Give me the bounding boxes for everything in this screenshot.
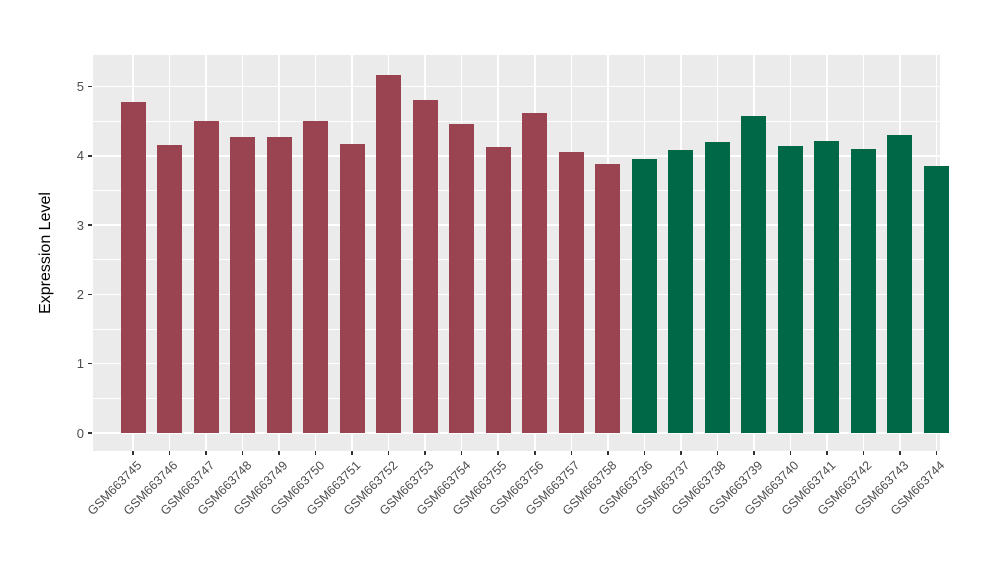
gridline-minor-y3.5 bbox=[93, 190, 940, 191]
bar-GSM663752 bbox=[376, 75, 402, 433]
gridline-minor-y4.5 bbox=[93, 120, 940, 122]
bar-GSM663756 bbox=[522, 112, 548, 433]
bar-GSM663743 bbox=[887, 135, 913, 433]
x-tick-mark-GSM663756 bbox=[534, 451, 536, 455]
gridline-major-y2 bbox=[93, 293, 940, 296]
x-tick-mark-GSM663741 bbox=[826, 451, 828, 455]
bar-GSM663757 bbox=[558, 151, 584, 433]
x-tick-mark-GSM663738 bbox=[716, 451, 719, 455]
bar-GSM663740 bbox=[777, 146, 803, 433]
x-tick-mark-GSM663757 bbox=[570, 451, 572, 455]
x-tick-mark-GSM663744 bbox=[935, 451, 938, 455]
gridline-major-y3 bbox=[93, 224, 940, 226]
x-tick-mark-GSM663740 bbox=[789, 451, 792, 455]
x-tick-mark-GSM663747 bbox=[205, 451, 207, 455]
y-tick-mark-1 bbox=[88, 362, 92, 365]
x-tick-mark-GSM663739 bbox=[753, 451, 755, 455]
y-tick-label-2: 2 bbox=[76, 286, 84, 302]
bar-GSM663758 bbox=[595, 164, 621, 433]
x-tick-mark-GSM663752 bbox=[387, 451, 390, 455]
x-tick-mark-GSM663749 bbox=[278, 451, 280, 455]
x-tick-mark-GSM663751 bbox=[351, 451, 353, 455]
y-tick-mark-3 bbox=[88, 224, 92, 226]
bar-GSM663738 bbox=[704, 141, 730, 433]
bar-GSM663751 bbox=[339, 144, 365, 433]
y-tick-mark-4 bbox=[88, 155, 92, 157]
bar-GSM663753 bbox=[412, 100, 438, 433]
x-tick-mark-GSM663758 bbox=[607, 451, 609, 455]
y-tick-mark-0 bbox=[88, 432, 92, 434]
y-tick-label-5: 5 bbox=[76, 79, 84, 94]
bar-GSM663736 bbox=[631, 159, 657, 433]
gridline-minor-y2.5 bbox=[93, 259, 940, 261]
gridline-minor-y1.5 bbox=[93, 328, 940, 330]
bar-GSM663748 bbox=[230, 137, 256, 433]
bar-GSM663747 bbox=[193, 121, 219, 433]
x-tick-mark-GSM663750 bbox=[314, 451, 317, 455]
bar-GSM663754 bbox=[449, 123, 475, 433]
x-tick-mark-GSM663736 bbox=[643, 451, 646, 455]
bar-GSM663749 bbox=[266, 137, 292, 433]
x-tick-mark-GSM663737 bbox=[680, 451, 682, 455]
bar-GSM663741 bbox=[814, 140, 840, 433]
x-tick-mark-GSM663742 bbox=[862, 451, 865, 455]
bar-GSM663744 bbox=[923, 166, 949, 433]
bar-GSM663745 bbox=[120, 101, 146, 433]
gridline-major-y1 bbox=[93, 362, 940, 365]
gridline-minor-y0.5 bbox=[93, 397, 940, 399]
y-tick-label-0: 0 bbox=[76, 425, 84, 441]
gridline-major-y4 bbox=[93, 155, 940, 157]
y-tick-mark-2 bbox=[88, 293, 92, 296]
x-tick-mark-GSM663746 bbox=[168, 451, 171, 455]
x-tick-mark-GSM663754 bbox=[460, 451, 463, 455]
plot-panel bbox=[93, 55, 949, 451]
bar-GSM663750 bbox=[303, 121, 329, 433]
y-tick-label-3: 3 bbox=[76, 217, 84, 233]
bar-GSM663755 bbox=[485, 146, 511, 433]
gridline-major-y5 bbox=[93, 85, 940, 88]
bar-GSM663739 bbox=[741, 115, 767, 433]
y-tick-mark-5 bbox=[88, 85, 92, 88]
x-tick-mark-GSM663745 bbox=[132, 451, 134, 455]
bar-GSM663742 bbox=[850, 148, 876, 433]
x-tick-mark-GSM663755 bbox=[497, 451, 499, 455]
gridline-major-y0 bbox=[93, 432, 940, 434]
y-tick-label-1: 1 bbox=[76, 356, 84, 372]
x-tick-mark-GSM663753 bbox=[424, 451, 426, 455]
x-tick-mark-GSM663748 bbox=[241, 451, 244, 455]
bar-GSM663746 bbox=[157, 144, 183, 433]
x-tick-mark-GSM663743 bbox=[899, 451, 901, 455]
bar-GSM663737 bbox=[668, 150, 694, 433]
y-tick-label-4: 4 bbox=[76, 148, 84, 164]
